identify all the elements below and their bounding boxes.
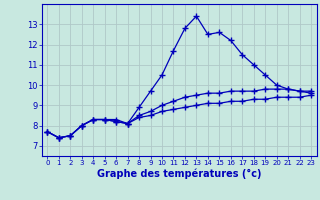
X-axis label: Graphe des températures (°c): Graphe des températures (°c) — [97, 169, 261, 179]
